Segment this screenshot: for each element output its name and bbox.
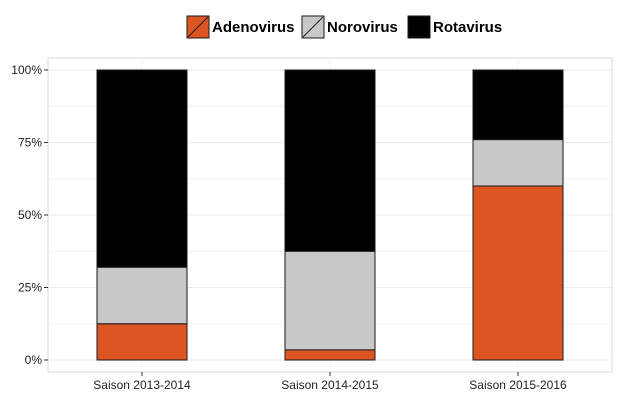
y-tick-label: 75% — [18, 136, 42, 150]
y-tick-label: 25% — [18, 281, 42, 295]
x-tick-label: Saison 2013-2014 — [93, 378, 191, 392]
legend-key-slash — [408, 16, 430, 38]
bar-segment-adenovirus — [472, 185, 564, 361]
bar-segment-adenovirus — [96, 323, 188, 361]
x-tick-label: Saison 2015-2016 — [469, 378, 567, 392]
y-tick-label: 100% — [11, 63, 42, 77]
legend-label-norovirus: Norovirus — [327, 19, 398, 36]
legend-key-slash — [187, 16, 209, 38]
bar-segment-norovirus — [284, 250, 376, 351]
bar-segment-adenovirus — [284, 349, 376, 361]
bar-segment-norovirus — [472, 139, 564, 187]
bar-segment-rotavirus — [284, 69, 376, 252]
legend-label-adenovirus: Adenovirus — [212, 19, 295, 36]
x-axis: Saison 2013-2014 Saison 2014-2015 Saison 2… — [93, 372, 567, 392]
x-tick-label: Saison 2014-2015 — [281, 378, 379, 392]
legend-key-slash — [302, 16, 324, 38]
legend-label-rotavirus: Rotavirus — [433, 19, 502, 36]
bar-segment-norovirus — [96, 266, 188, 325]
y-tick-label: 50% — [18, 208, 42, 222]
bar-segment-rotavirus — [472, 69, 564, 141]
legend: Adenovirus Norovirus Rotavirus — [186, 15, 502, 39]
bars — [96, 69, 564, 361]
y-axis: 0% 25% 50% 75% 100% — [11, 63, 48, 367]
y-tick-label: 0% — [25, 353, 43, 367]
bar-segment-rotavirus — [96, 69, 188, 268]
